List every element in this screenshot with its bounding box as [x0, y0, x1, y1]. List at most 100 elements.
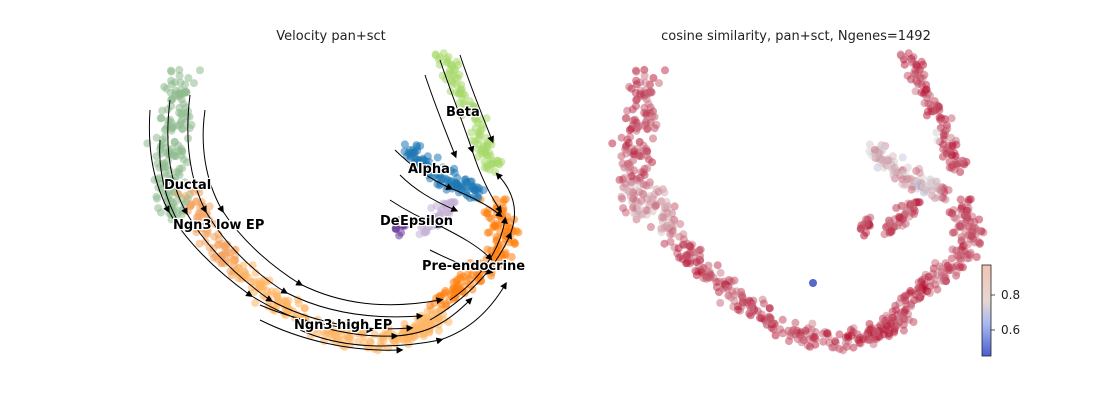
cell-point: [485, 228, 494, 237]
cell-point: [153, 194, 162, 203]
cell-point: [716, 298, 725, 307]
cell-point: [657, 224, 666, 233]
cluster-label-beta: Beta: [446, 105, 480, 120]
cell-point: [936, 186, 945, 195]
cell-point: [907, 199, 916, 208]
cell-point: [168, 123, 177, 132]
cell-point: [899, 320, 908, 329]
cell-point: [180, 181, 189, 190]
cell-point: [933, 136, 942, 145]
cell-point: [300, 304, 309, 313]
streamline: [299, 281, 507, 347]
cell-point: [483, 141, 492, 150]
cell-point: [907, 302, 915, 311]
cell-point: [967, 227, 976, 236]
cell-point: [807, 325, 816, 334]
cell-point: [181, 192, 190, 201]
cell-point: [659, 213, 668, 222]
cell-point: [624, 138, 633, 147]
cell-point: [632, 102, 640, 111]
cell-point: [873, 163, 882, 172]
cell-point: [887, 227, 896, 236]
cell-point: [801, 326, 810, 335]
cluster-label-ngn3-high-ep: Ngn3 high EP: [294, 318, 392, 333]
cell-point: [354, 337, 363, 346]
cell-point: [920, 70, 929, 79]
cluster-label-ngn3-low-ep: Ngn3 low EP: [173, 218, 264, 233]
cell-point: [766, 313, 775, 322]
cell-point: [727, 293, 735, 302]
cell-point: [183, 112, 192, 121]
cell-point: [901, 219, 910, 228]
cell-point: [887, 314, 896, 323]
cell-point: [175, 71, 184, 80]
cell-point: [170, 203, 179, 212]
cell-point: [831, 337, 840, 346]
cell-point: [956, 195, 965, 204]
cell-point: [637, 197, 646, 205]
cell-point: [632, 96, 641, 105]
cell-point: [957, 250, 965, 259]
cell-point-outlier: [809, 279, 817, 287]
cell-point: [924, 99, 933, 108]
cell-point: [618, 194, 627, 203]
cell-point: [640, 65, 649, 74]
cell-point: [919, 182, 928, 191]
cell-point: [158, 106, 167, 115]
cell-point: [864, 326, 873, 335]
cluster-label-epsilon: Epsilon: [400, 214, 453, 229]
cell-point: [771, 331, 780, 340]
cell-point: [638, 210, 647, 219]
cell-point: [664, 221, 673, 230]
cell-point: [478, 124, 487, 133]
cell-point: [501, 248, 510, 257]
cell-point: [187, 185, 196, 194]
cell-point: [192, 197, 201, 206]
streamline: [449, 216, 508, 301]
cell-point: [970, 218, 979, 226]
streamline: [187, 94, 424, 320]
cell-point: [626, 163, 635, 171]
cell-point: [935, 262, 944, 271]
cell-point: [427, 204, 436, 212]
cell-point: [686, 259, 694, 268]
cell-point: [945, 163, 954, 172]
cell-point: [441, 174, 450, 183]
cell-point: [454, 182, 463, 191]
cell-point: [865, 140, 874, 149]
cell-point: [914, 79, 923, 88]
cell-point: [961, 212, 970, 220]
cell-point: [237, 274, 246, 283]
cell-point: [492, 250, 500, 259]
cell-point: [939, 131, 948, 140]
left-scatter-points: [143, 49, 523, 355]
cell-point: [959, 221, 968, 230]
cell-point: [143, 139, 152, 148]
cell-point: [154, 204, 163, 213]
cell-point: [181, 103, 190, 112]
cluster-label-pre-endocrine: Pre-endocrine: [422, 259, 525, 274]
cell-point: [424, 171, 433, 180]
cell-point: [182, 87, 190, 96]
cell-point: [625, 187, 633, 196]
cell-point: [666, 237, 675, 246]
cell-point: [214, 235, 223, 244]
streamline: [202, 109, 444, 306]
cell-point: [433, 153, 442, 162]
cell-point: [806, 342, 814, 351]
cell-point: [617, 152, 626, 161]
cell-point: [499, 195, 508, 204]
cell-point: [759, 299, 768, 308]
cell-point: [692, 258, 701, 267]
cell-point: [491, 168, 500, 176]
cell-point: [627, 84, 636, 93]
cell-point: [171, 78, 180, 87]
cell-point: [623, 106, 632, 115]
cell-point: [723, 284, 732, 293]
cell-point: [906, 174, 915, 183]
cell-point: [407, 149, 416, 158]
cell-point: [649, 74, 658, 82]
cell-point: [446, 65, 455, 74]
cell-point: [963, 240, 972, 249]
cell-point: [679, 235, 688, 244]
